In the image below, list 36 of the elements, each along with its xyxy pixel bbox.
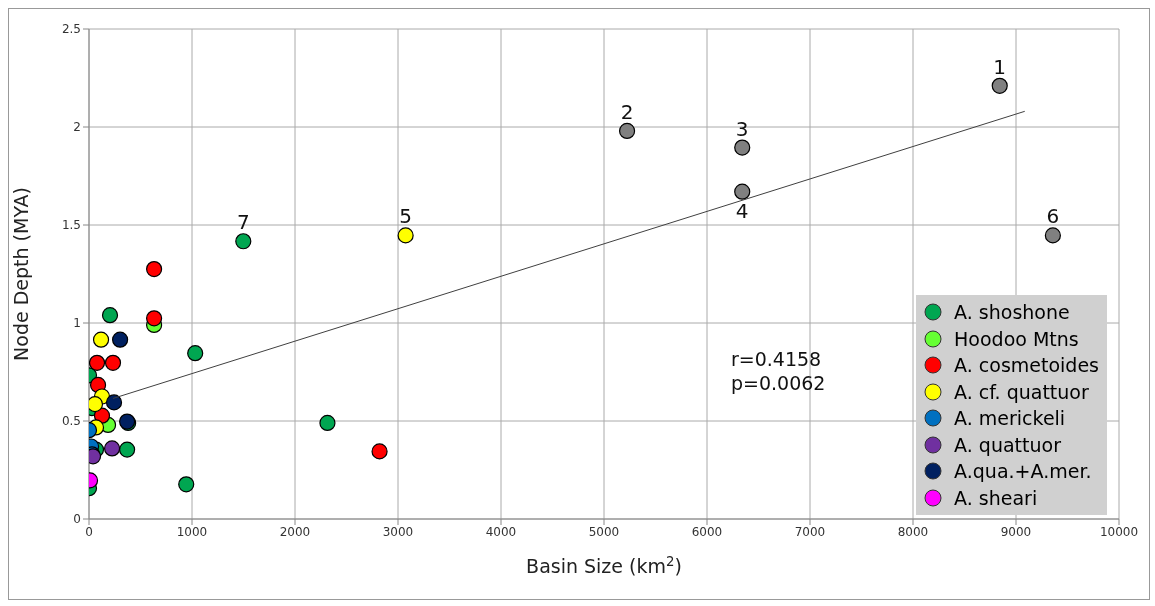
annotation: p=0.0062 bbox=[731, 371, 826, 395]
annotation: 1 bbox=[993, 54, 1007, 79]
legend-label: A. cf. quattuor bbox=[954, 379, 1089, 405]
x-axis-title: Basin Size (km$^{2}$) bbox=[526, 553, 682, 577]
x-tick-label: 7000 bbox=[794, 524, 826, 539]
x-tick-label: 5000 bbox=[588, 524, 620, 539]
legend-label: A. quattuor bbox=[954, 432, 1061, 458]
y-tick-label: 2.5 bbox=[61, 22, 81, 37]
legend-label: A.qua.+A.mer. bbox=[954, 459, 1092, 484]
y-tick-label: 2 bbox=[73, 120, 81, 135]
x-tick-label: 9000 bbox=[1000, 524, 1032, 539]
annotation: 6 bbox=[1046, 204, 1060, 229]
annotation: 3 bbox=[735, 116, 749, 141]
x-tick-label: 6000 bbox=[691, 524, 723, 539]
y-tick-label: 0 bbox=[73, 512, 81, 527]
legend-label: A. shoshone bbox=[954, 300, 1070, 325]
legend-label: A. cosmetoides bbox=[954, 353, 1099, 378]
legend-label: A. merickeli bbox=[954, 406, 1066, 431]
y-tick-label: 1.5 bbox=[61, 218, 81, 233]
x-tick-label: 2000 bbox=[279, 524, 311, 539]
legend-label: A. sheari bbox=[954, 485, 1038, 511]
x-tick-label: 8000 bbox=[897, 524, 929, 539]
x-tick-label: 4000 bbox=[485, 524, 517, 539]
y-axis-title: Node Depth (MYA) bbox=[9, 187, 32, 361]
annotation: 7 bbox=[236, 210, 250, 235]
y-tick-label: 0.5 bbox=[61, 414, 81, 429]
x-tick-label: 3000 bbox=[382, 524, 414, 539]
annotation: 5 bbox=[399, 204, 412, 229]
annotation: r=0.4158 bbox=[731, 347, 823, 371]
annotation: 2 bbox=[620, 99, 634, 124]
annotation: 4 bbox=[735, 198, 749, 223]
legend-label: Hoodoo Mtns bbox=[954, 326, 1079, 352]
x-tick-label: 0 bbox=[85, 524, 93, 539]
x-tick-label: 10000 bbox=[1099, 524, 1139, 539]
x-tick-label: 1000 bbox=[176, 524, 208, 539]
y-tick-label: 1 bbox=[73, 316, 81, 331]
